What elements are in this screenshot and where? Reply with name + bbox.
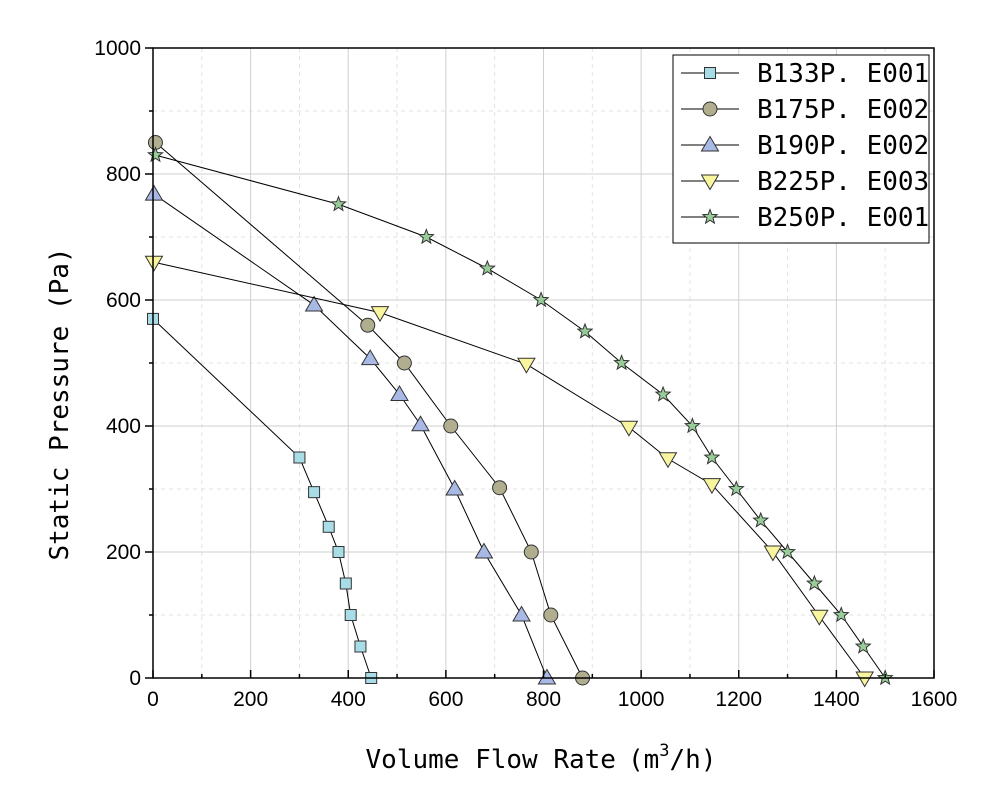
- series-3-point: [512, 605, 531, 622]
- legend-item: B250P. E001: [681, 203, 929, 233]
- series-2: [147, 135, 591, 686]
- legend-label: B225P. E003: [757, 167, 929, 197]
- series-1-point: [322, 520, 335, 533]
- y-tick-label: 800: [106, 163, 141, 186]
- y-tick-label: 200: [106, 541, 141, 564]
- legend-marker: [700, 135, 720, 152]
- series-5-point: [727, 480, 745, 497]
- x-tick-label: 0: [147, 688, 159, 711]
- series-4-point: [809, 609, 829, 626]
- series-5-point: [146, 146, 164, 163]
- y-tick-label: 400: [106, 415, 141, 438]
- series-3-point: [445, 479, 465, 496]
- series-5: [146, 146, 894, 686]
- legend-label: B250P. E001: [757, 203, 929, 233]
- series-4-point: [144, 255, 164, 272]
- series-2-point: [443, 418, 459, 434]
- series-1-point: [308, 486, 321, 499]
- series-5-point: [478, 259, 496, 276]
- x-axis-title-main: Volume Flow Rate: [366, 745, 616, 775]
- legend: B133P. E001 B175P. E002 B190P. E002 B225P. …: [672, 54, 930, 244]
- y-tick-label: 600: [106, 289, 141, 312]
- y-tick-label: 1000: [94, 37, 141, 60]
- series-5-point: [832, 606, 850, 623]
- series-5-point: [703, 448, 721, 465]
- legend-item: B190P. E002: [681, 131, 929, 161]
- series-4-point: [517, 357, 536, 374]
- legend-item: B225P. E003: [681, 167, 929, 197]
- series-1-point: [344, 609, 357, 621]
- legend-label: B190P. E002: [757, 131, 929, 161]
- series-3-point: [390, 385, 409, 401]
- series-2-point: [360, 317, 376, 333]
- series-1-point: [332, 546, 345, 558]
- series-1-line: [152, 318, 372, 679]
- series-4-point: [763, 545, 783, 562]
- series-2-point: [396, 355, 412, 371]
- series-3-point: [474, 542, 494, 559]
- series-5-point: [576, 322, 594, 339]
- series-4-point: [702, 478, 722, 495]
- legend-marker: [701, 208, 719, 225]
- series-4-point: [658, 452, 678, 469]
- series-layer: [144, 135, 894, 688]
- series-4: [144, 255, 875, 688]
- series-5-point: [654, 385, 672, 402]
- x-tick-label: 1600: [911, 688, 958, 711]
- x-tick-label: 200: [233, 688, 268, 711]
- x-tick-label: 1000: [618, 688, 665, 711]
- tick-labels: 0 200 400 600 800 1000 1200 1400 1600 0 200 400 600 8…: [94, 37, 957, 711]
- series-3: [144, 184, 557, 685]
- series-5-point: [805, 574, 823, 591]
- series-5-point: [330, 195, 347, 212]
- series-5-point: [613, 354, 631, 371]
- x-tick-label: 1200: [715, 688, 762, 711]
- series-5-point: [532, 291, 550, 308]
- x-axis-title: Volume Flow Rate (m3/h): [366, 741, 717, 775]
- series-3-point: [144, 184, 164, 201]
- legend-marker: [704, 67, 716, 79]
- series-5-point: [854, 637, 872, 654]
- x-tick-label: 800: [526, 688, 561, 711]
- series-1-point: [293, 451, 306, 464]
- y-tick-label: 0: [129, 667, 141, 690]
- x-tick-label: 1400: [813, 688, 860, 711]
- x-axis-unit-sup: 3: [659, 741, 669, 761]
- series-3-point: [537, 668, 557, 685]
- x-tick-label: 400: [331, 688, 366, 711]
- series-4-line: [153, 261, 866, 679]
- x-tick-label: 600: [428, 688, 463, 711]
- legend-marker: [702, 101, 718, 117]
- series-2-point: [523, 544, 539, 560]
- series-4-point: [619, 420, 639, 437]
- series-3-point: [304, 295, 324, 312]
- y-axis-title: Static Pressure (Pa): [45, 247, 75, 560]
- series-1: [147, 312, 378, 684]
- series-2-point: [492, 480, 508, 496]
- x-axis-unit-base: (m: [628, 745, 659, 775]
- series-3-point: [360, 349, 380, 366]
- legend-label: B133P. E001: [757, 59, 929, 89]
- series-1-point: [354, 640, 367, 653]
- series-5-point: [683, 417, 701, 434]
- series-1-point: [339, 577, 352, 590]
- series-5-point: [779, 543, 797, 560]
- legend-label: B175P. E002: [757, 95, 929, 125]
- legend-marker: [700, 174, 720, 191]
- tick-layer: [145, 47, 935, 679]
- legend-item: B175P. E002: [681, 95, 929, 125]
- series-4-point: [370, 306, 390, 323]
- legend-item: B133P. E001: [681, 59, 929, 89]
- x-axis-unit-tail: /h): [670, 745, 717, 775]
- series-3-point: [411, 415, 430, 432]
- series-2-line: [155, 142, 583, 679]
- series-2-point: [543, 607, 559, 623]
- series-4-point: [855, 671, 875, 688]
- series-5-point: [417, 228, 435, 245]
- series-5-point: [752, 511, 770, 528]
